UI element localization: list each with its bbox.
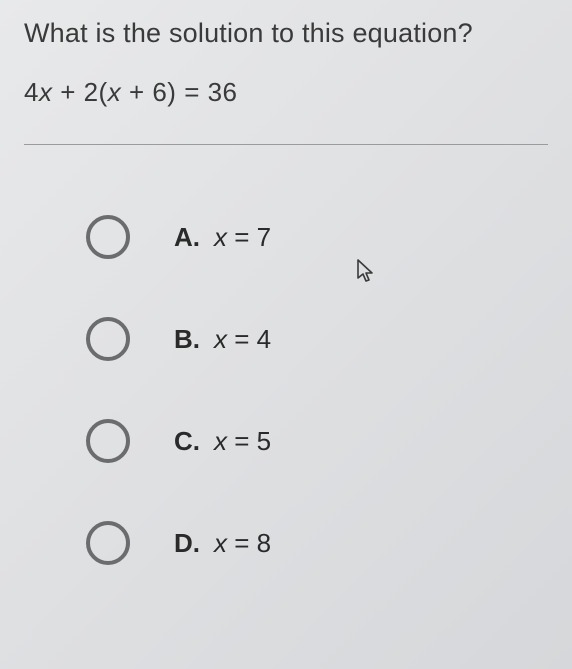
radio-d[interactable] [86, 521, 130, 565]
option-value: x = 5 [214, 426, 271, 457]
equation: 4x + 2(x + 6) = 36 [24, 77, 548, 108]
divider [24, 144, 548, 145]
eq-var: x [39, 77, 53, 107]
option-letter: B. [174, 324, 206, 355]
radio-a[interactable] [86, 215, 130, 259]
radio-b[interactable] [86, 317, 130, 361]
option-c[interactable]: C. x = 5 [86, 419, 548, 463]
option-var: x [214, 222, 227, 252]
option-d[interactable]: D. x = 8 [86, 521, 548, 565]
options-group: A. x = 7 B. x = 4 C. x = 5 D. x = 8 [24, 215, 548, 565]
option-rest: = 7 [227, 222, 271, 252]
eq-part: + 2( [52, 77, 107, 107]
option-var: x [214, 528, 227, 558]
question-prompt: What is the solution to this equation? [24, 18, 548, 49]
option-value: x = 8 [214, 528, 271, 559]
option-b[interactable]: B. x = 4 [86, 317, 548, 361]
option-rest: = 8 [227, 528, 271, 558]
option-rest: = 4 [227, 324, 271, 354]
option-value: x = 4 [214, 324, 271, 355]
eq-part: 4 [24, 77, 39, 107]
eq-part: + 6) = 36 [121, 77, 237, 107]
option-var: x [214, 324, 227, 354]
eq-var: x [108, 77, 122, 107]
option-letter: D. [174, 528, 206, 559]
option-a[interactable]: A. x = 7 [86, 215, 548, 259]
option-rest: = 5 [227, 426, 271, 456]
option-letter: A. [174, 222, 206, 253]
option-var: x [214, 426, 227, 456]
radio-c[interactable] [86, 419, 130, 463]
option-value: x = 7 [214, 222, 271, 253]
option-letter: C. [174, 426, 206, 457]
